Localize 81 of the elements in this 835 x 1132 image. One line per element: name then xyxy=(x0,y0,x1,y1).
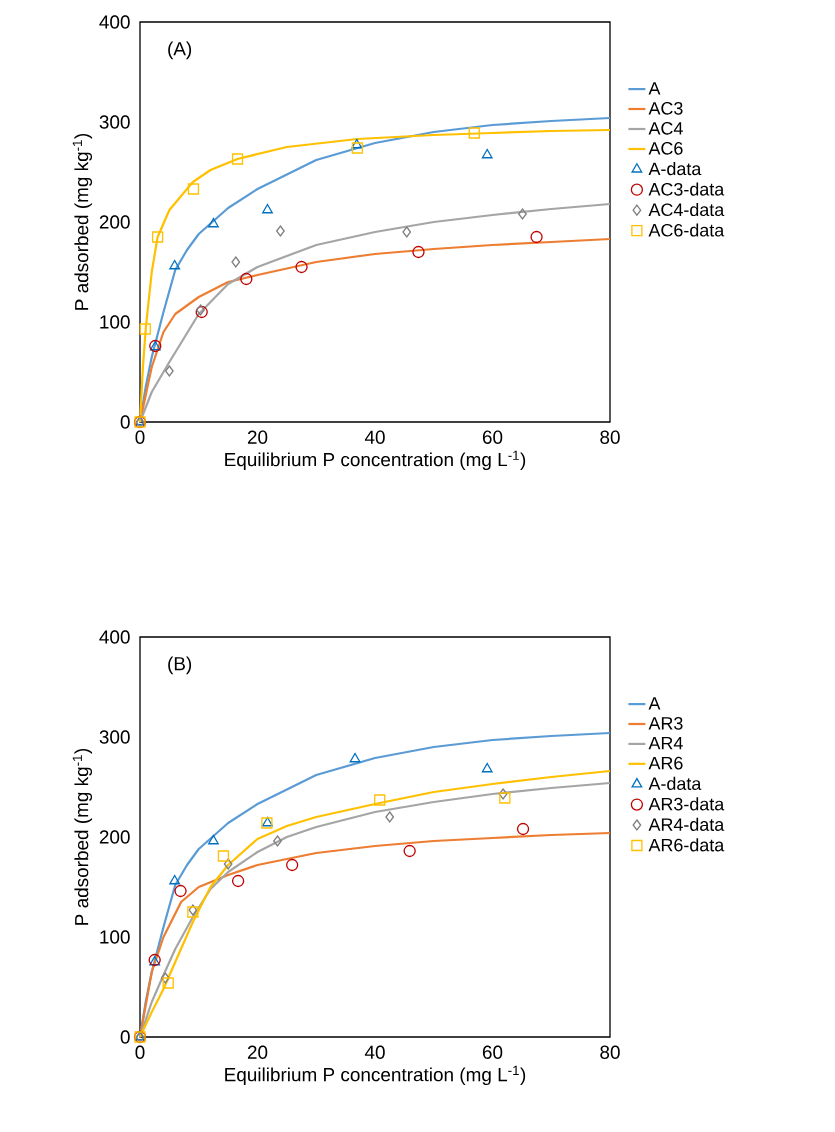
y-tick-label: 0 xyxy=(120,1030,130,1044)
point xyxy=(273,835,282,847)
point xyxy=(385,811,395,823)
x-tick-label: 60 xyxy=(482,430,503,444)
x-tick-label: 20 xyxy=(247,430,268,444)
point xyxy=(481,148,493,159)
point xyxy=(231,874,245,888)
y-axis-title: P adsorbed (mg kg$^{-1}$) xyxy=(72,748,93,925)
y-tick-label: 300 xyxy=(99,115,130,129)
annotation: (B) xyxy=(168,656,192,675)
legend-label: AR6-data xyxy=(648,838,725,852)
point xyxy=(276,225,285,237)
point xyxy=(349,752,361,763)
annotation: (A) xyxy=(168,41,192,60)
point xyxy=(151,231,164,243)
y-tick-label: 300 xyxy=(99,730,130,744)
legend-label: AR3 xyxy=(648,716,683,730)
legend-label: AR4 xyxy=(648,737,683,750)
point xyxy=(402,226,412,238)
legend-label: AC6 xyxy=(648,141,683,155)
point xyxy=(530,230,543,244)
y-tick-label: 0 xyxy=(120,415,130,429)
x-axis-title: Equilibrium P concentration (mg L$^{-1}$) xyxy=(225,1065,526,1086)
point xyxy=(162,977,174,989)
legend-label: A xyxy=(648,82,661,95)
legend-label: AC4-data xyxy=(648,202,725,217)
point xyxy=(217,850,230,862)
point xyxy=(468,127,480,139)
y-tick-label: 200 xyxy=(99,830,130,844)
point xyxy=(412,245,425,259)
point xyxy=(351,142,364,154)
point xyxy=(286,858,299,872)
point xyxy=(160,972,170,984)
legend-label: AC3-data xyxy=(648,182,725,196)
point xyxy=(262,203,273,214)
point xyxy=(374,794,386,806)
y-tick-label: 100 xyxy=(100,930,130,944)
legend-label: AC4 xyxy=(648,121,683,135)
point xyxy=(169,259,181,270)
point xyxy=(164,365,174,377)
point xyxy=(481,762,493,773)
line-series xyxy=(138,202,612,424)
point xyxy=(351,138,363,149)
x-tick-label: 0 xyxy=(135,430,145,444)
point xyxy=(169,874,181,885)
legend-label: AR3-data xyxy=(648,797,725,811)
y-axis-title: P adsorbed (mg kg$^{-1}$) xyxy=(72,133,93,310)
x-tick-label: 80 xyxy=(600,430,620,444)
point xyxy=(295,260,308,274)
legend-label: AR4-data xyxy=(648,817,725,831)
point xyxy=(240,272,253,286)
point xyxy=(518,208,527,220)
point xyxy=(516,822,530,836)
point xyxy=(208,217,219,228)
point xyxy=(498,788,508,800)
point xyxy=(223,858,233,870)
y-tick-label: 400 xyxy=(99,630,130,644)
legend-label: AC6-data xyxy=(648,223,725,237)
legend-label: AC3 xyxy=(648,101,683,115)
x-tick-label: 0 xyxy=(135,1045,145,1059)
x-axis-title: Equilibrium P concentration (mg L$^{-1}$) xyxy=(225,450,526,471)
x-tick-label: 40 xyxy=(364,1045,385,1059)
legend-label: A-data xyxy=(648,776,702,790)
point xyxy=(139,323,151,335)
point xyxy=(231,256,241,268)
point xyxy=(174,884,187,898)
point xyxy=(403,844,416,858)
point xyxy=(187,183,200,195)
legend-label: A xyxy=(648,697,661,710)
x-tick-label: 20 xyxy=(247,1045,268,1059)
legend-label: AR6 xyxy=(648,756,683,770)
y-tick-label: 400 xyxy=(99,15,130,29)
point xyxy=(231,153,244,165)
y-tick-label: 100 xyxy=(100,315,130,329)
x-tick-label: 80 xyxy=(600,1045,620,1059)
point xyxy=(208,834,219,845)
y-tick-label: 200 xyxy=(99,215,130,229)
x-tick-label: 60 xyxy=(482,1045,503,1059)
x-tick-label: 40 xyxy=(364,430,385,444)
point xyxy=(499,792,511,804)
legend-label: A-data xyxy=(648,161,702,176)
